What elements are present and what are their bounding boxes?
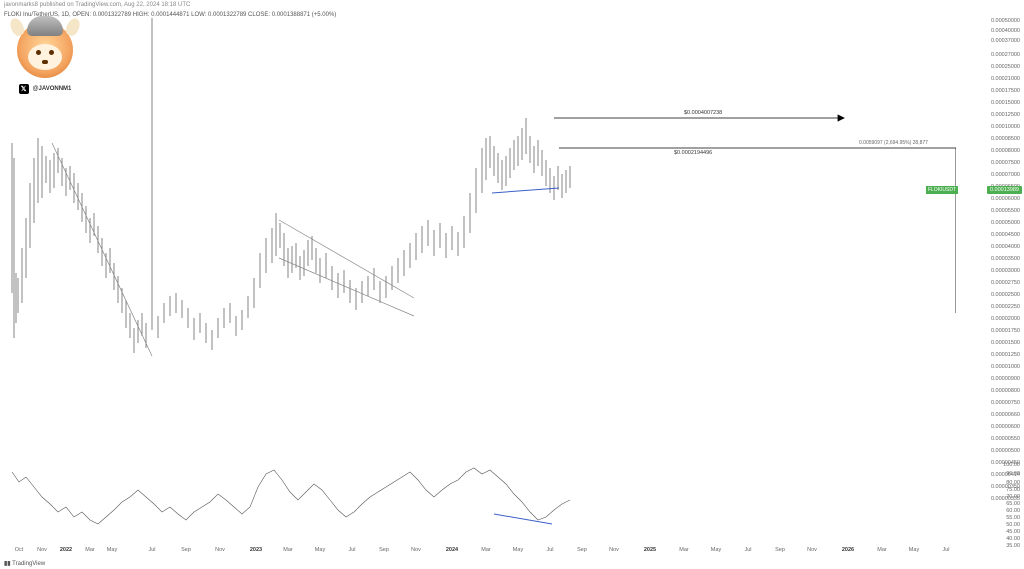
time-tick: Nov bbox=[609, 547, 619, 553]
price-tick: 0.00004500 bbox=[991, 232, 1020, 238]
osc-tick: 60.00 bbox=[1006, 508, 1020, 514]
osc-tick: 45.00 bbox=[1006, 529, 1020, 535]
price-tick: 0.00000800 bbox=[991, 388, 1020, 394]
price-tick: 0.00037000 bbox=[991, 38, 1020, 44]
osc-tick: 35.00 bbox=[1006, 543, 1020, 549]
time-x-axis: Oct Nov 2022 Mar May Jul Sep Nov 2023 Mar May Jul Se… bbox=[4, 547, 956, 557]
price-tick: 0.00000750 bbox=[991, 400, 1020, 406]
osc-tick: 65.00 bbox=[1006, 501, 1020, 507]
time-tick: Mar bbox=[679, 547, 688, 553]
price-tick: 0.00007500 bbox=[991, 160, 1020, 166]
time-tick: Nov bbox=[411, 547, 421, 553]
price-tick: 0.00006000 bbox=[991, 196, 1020, 202]
position-info: 0.0059097 (2,694.95%) 28,877 bbox=[859, 140, 928, 146]
time-tick: 2023 bbox=[250, 547, 262, 553]
price-tick: 0.00007000 bbox=[991, 172, 1020, 178]
osc-tick: 80.00 bbox=[1006, 480, 1020, 486]
price-tick: 0.00000600 bbox=[991, 424, 1020, 430]
time-tick: Mar bbox=[877, 547, 886, 553]
time-tick: May bbox=[513, 547, 523, 553]
time-tick: Jul bbox=[148, 547, 155, 553]
price-tick: 0.00012500 bbox=[991, 112, 1020, 118]
price-tick: 0.00003000 bbox=[991, 268, 1020, 274]
time-tick: Nov bbox=[215, 547, 225, 553]
oscillator-svg bbox=[4, 462, 956, 542]
time-tick: Jul bbox=[744, 547, 751, 553]
target-upper-label: $0.0004007238 bbox=[684, 110, 722, 116]
price-tick: 0.00015000 bbox=[991, 100, 1020, 106]
price-tick: 0.00000550 bbox=[991, 436, 1020, 442]
osc-tick: 55.00 bbox=[1006, 515, 1020, 521]
oscillator-panel[interactable] bbox=[4, 462, 956, 542]
time-tick: Jul bbox=[942, 547, 949, 553]
price-tick: 0.00001250 bbox=[991, 352, 1020, 358]
target-lower-label: $0.0002194496 bbox=[674, 150, 712, 156]
price-y-axis: 0.00050000 0.00040000 0.00037000 0.00027000… bbox=[958, 18, 1022, 458]
oscillator-y-axis: 100.00 90.00 80.0075.0070.0065.0060.0055.0… bbox=[958, 462, 1022, 542]
osc-tick: 70.00 bbox=[1006, 494, 1020, 500]
price-tick: 0.00001000 bbox=[991, 364, 1020, 370]
osc-tick: 90.00 bbox=[1006, 471, 1020, 477]
time-tick: May bbox=[711, 547, 721, 553]
time-tick: Nov bbox=[37, 547, 47, 553]
time-tick: Mar bbox=[481, 547, 490, 553]
time-tick: May bbox=[107, 547, 117, 553]
time-tick: Sep bbox=[775, 547, 785, 553]
ticker-flag: FLOKIUSDT bbox=[926, 186, 958, 194]
price-tick: 0.00008500 bbox=[991, 136, 1020, 142]
price-tick: 0.00027000 bbox=[991, 52, 1020, 58]
time-tick: Jul bbox=[348, 547, 355, 553]
time-tick: Sep bbox=[577, 547, 587, 553]
time-tick: Mar bbox=[283, 547, 292, 553]
time-tick: 2022 bbox=[60, 547, 72, 553]
time-tick: May bbox=[909, 547, 919, 553]
publish-info: javonmarks8 published on TradingView.com… bbox=[4, 2, 190, 8]
price-tick: 0.00002500 bbox=[991, 292, 1020, 298]
price-tick: 0.00000900 bbox=[991, 376, 1020, 382]
price-tick: 0.00010000 bbox=[991, 124, 1020, 130]
time-tick: Nov bbox=[807, 547, 817, 553]
time-tick: Oct bbox=[15, 547, 24, 553]
price-tick: 0.00017500 bbox=[991, 88, 1020, 94]
price-tick: 0.00000500 bbox=[991, 448, 1020, 454]
time-tick: 2024 bbox=[446, 547, 458, 553]
osc-tick: 40.00 bbox=[1006, 536, 1020, 542]
price-tick: 0.00008000 bbox=[991, 148, 1020, 154]
price-tick: 0.00000660 bbox=[991, 412, 1020, 418]
time-tick: 2025 bbox=[644, 547, 656, 553]
price-tick: 0.00001500 bbox=[991, 340, 1020, 346]
time-tick: Mar bbox=[85, 547, 94, 553]
price-tick: 0.00050000 bbox=[991, 18, 1020, 24]
osc-tick: 50.00 bbox=[1006, 522, 1020, 528]
time-tick: 2026 bbox=[842, 547, 854, 553]
current-price-label: 0.00013989 bbox=[987, 186, 1022, 194]
price-tick: 0.00005000 bbox=[991, 220, 1020, 226]
osc-tick: 75.00 bbox=[1006, 487, 1020, 493]
price-chart[interactable]: $0.0004007238 $0.0002194496 0.0059097 (2… bbox=[4, 18, 956, 458]
time-tick: Sep bbox=[181, 547, 191, 553]
osc-tick: 100.00 bbox=[1003, 462, 1020, 468]
price-tick: 0.00002250 bbox=[991, 304, 1020, 310]
price-tick: 0.00003500 bbox=[991, 256, 1020, 262]
time-tick: Jul bbox=[546, 547, 553, 553]
time-tick: May bbox=[315, 547, 325, 553]
price-tick: 0.00025000 bbox=[991, 64, 1020, 70]
price-tick: 0.00002000 bbox=[991, 316, 1020, 322]
price-tick: 0.00001750 bbox=[991, 328, 1020, 334]
price-tick: 0.00021000 bbox=[991, 76, 1020, 82]
price-tick: 0.00005500 bbox=[991, 208, 1020, 214]
price-chart-svg bbox=[4, 18, 956, 458]
price-tick: 0.00004000 bbox=[991, 244, 1020, 250]
price-tick: 0.00002750 bbox=[991, 280, 1020, 286]
time-tick: Sep bbox=[379, 547, 389, 553]
footer-brand: ▮▮ TradingView bbox=[4, 560, 45, 567]
price-tick: 0.00040000 bbox=[991, 28, 1020, 34]
